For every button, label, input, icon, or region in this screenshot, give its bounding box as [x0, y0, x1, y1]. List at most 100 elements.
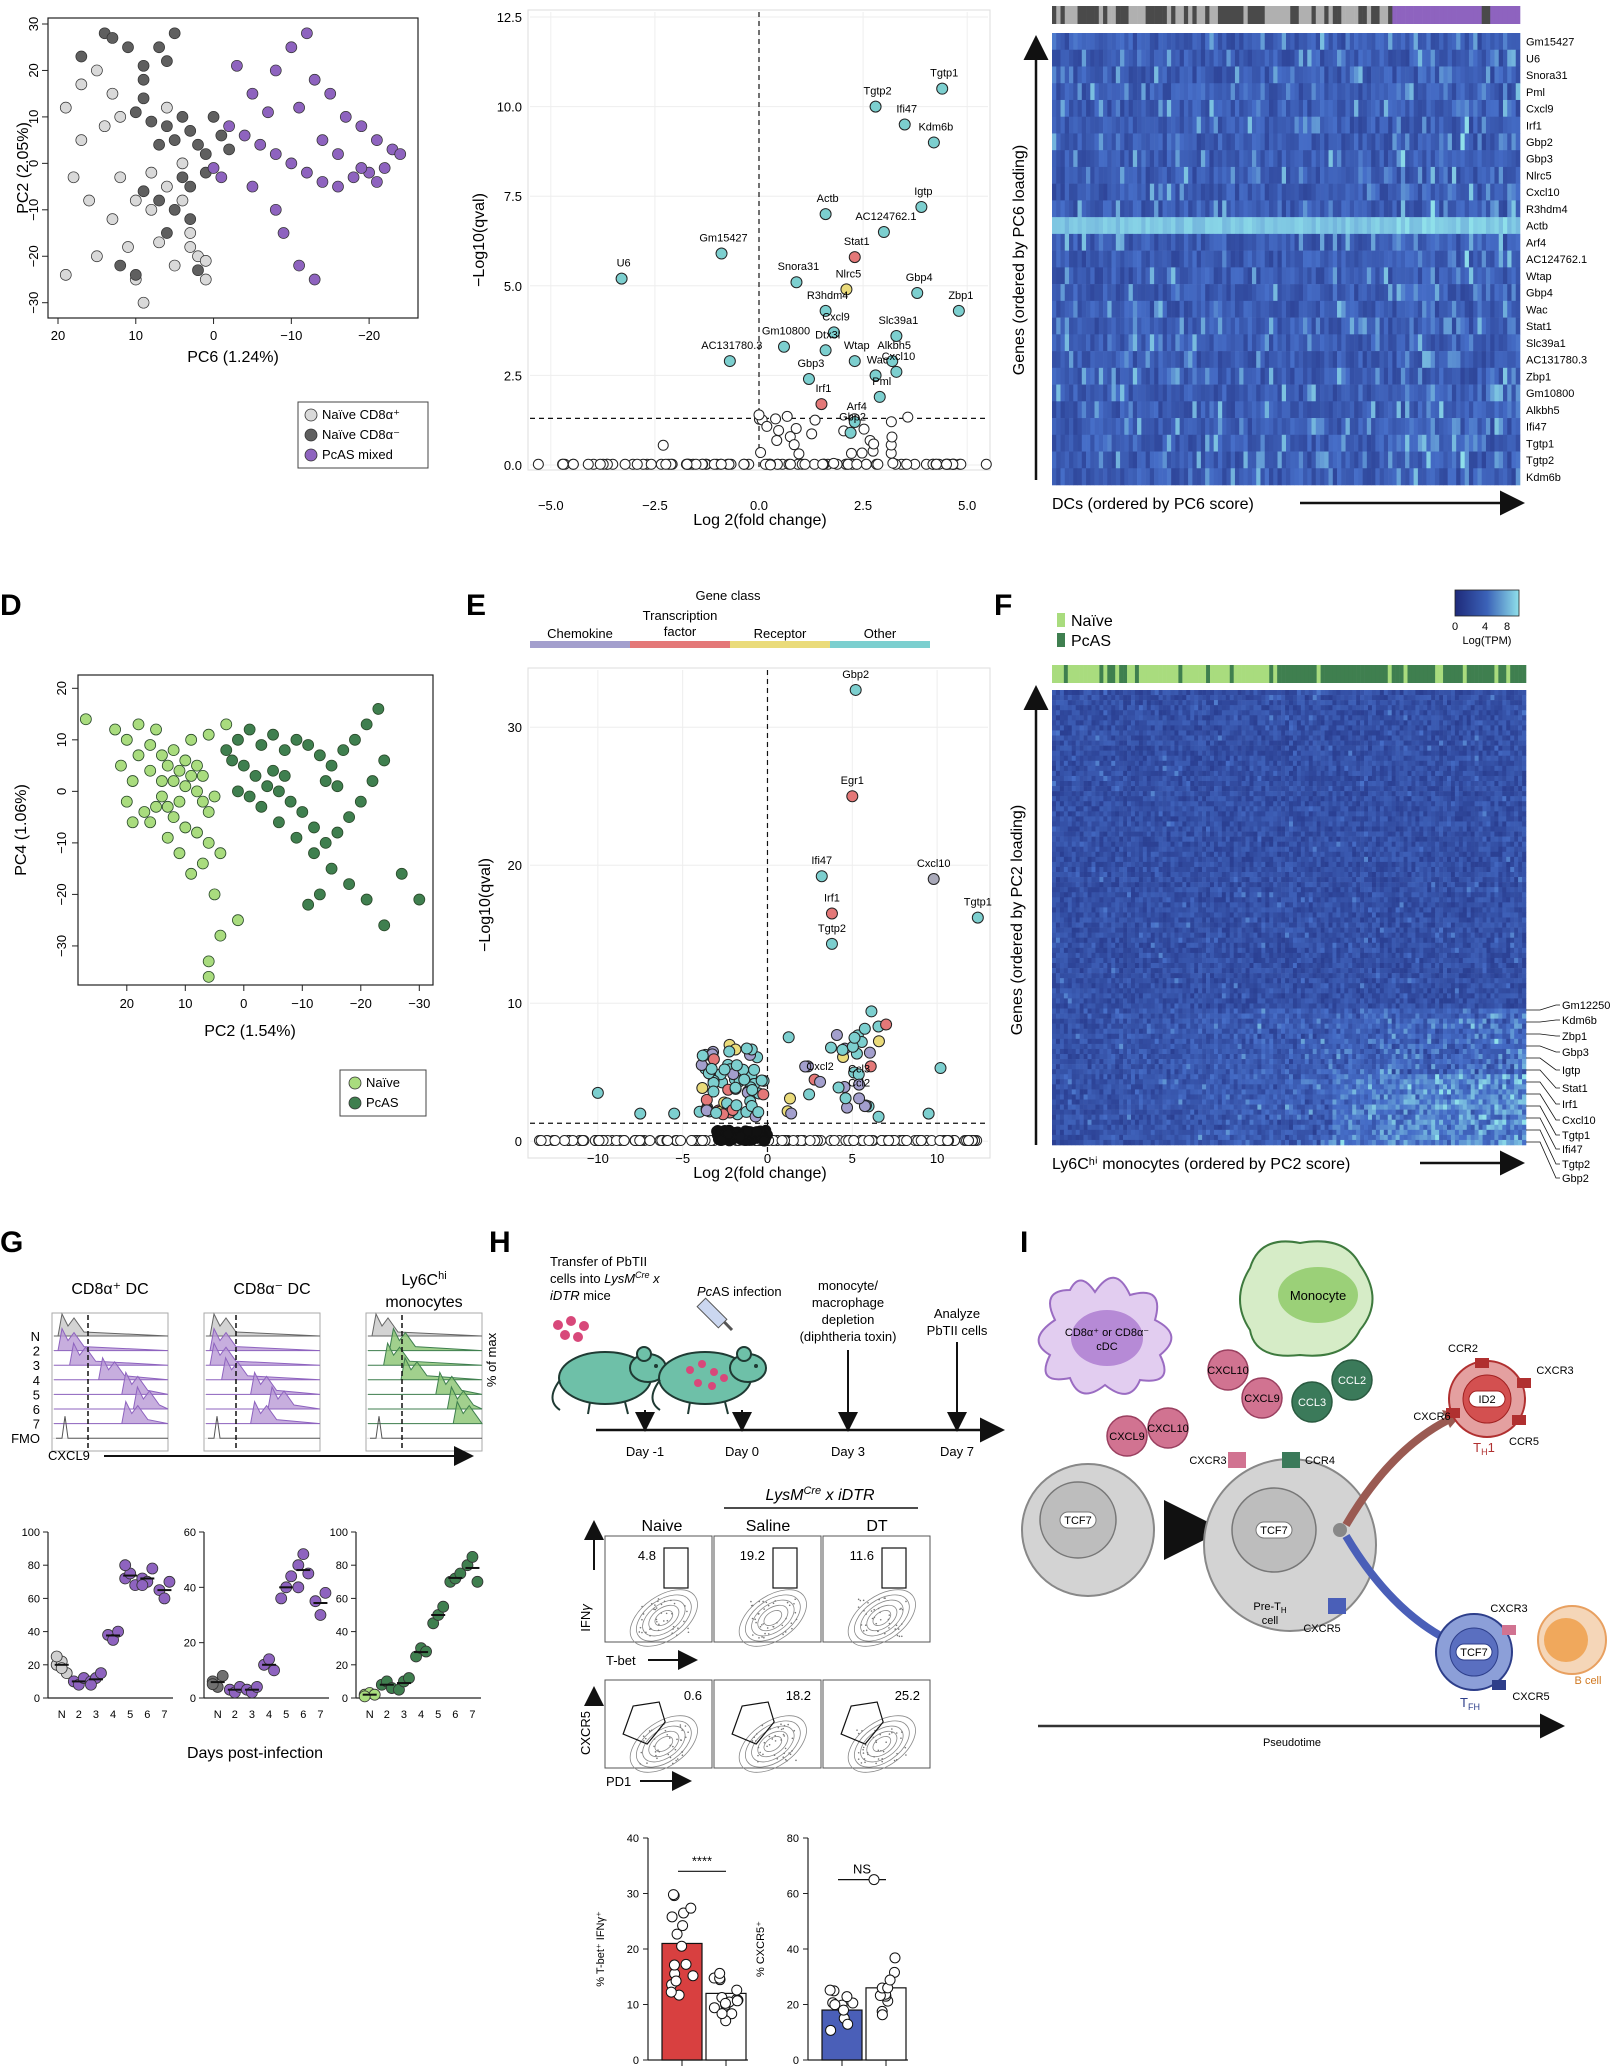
heat-cell	[1405, 351, 1410, 368]
scatter-point	[115, 260, 126, 271]
heat-cell	[1080, 710, 1084, 715]
heat-cell	[1239, 217, 1244, 234]
x-tick-label: 0	[764, 1151, 771, 1166]
heat-cell	[1167, 705, 1171, 710]
annotation-cell	[1356, 665, 1360, 683]
heat-cell	[1490, 184, 1495, 201]
heat-cell	[1465, 318, 1470, 335]
annotation-cell	[1277, 6, 1282, 24]
heat-cell	[1218, 150, 1223, 167]
heat-cell	[1368, 715, 1372, 720]
heat-cell	[1316, 385, 1321, 402]
heat-cell	[1154, 251, 1159, 268]
heat-cell	[1456, 133, 1461, 150]
heat-cell	[1486, 66, 1491, 83]
heat-cell	[1479, 690, 1483, 695]
heat-cell	[1405, 133, 1410, 150]
heat-cell	[1439, 468, 1444, 485]
heat-cell	[1371, 217, 1376, 234]
annotation-cell	[1234, 665, 1238, 683]
heat-cell	[1375, 334, 1380, 351]
heat-cell	[1409, 435, 1414, 452]
heat-cell	[1396, 690, 1400, 695]
heat-cell	[1333, 468, 1338, 485]
heat-cell	[1099, 710, 1103, 715]
heat-cell	[1260, 33, 1265, 50]
heat-cell	[1511, 301, 1516, 318]
scatter-point	[84, 195, 95, 206]
class-point	[837, 1044, 848, 1055]
annotation-cell	[1182, 665, 1186, 683]
heat-cell	[1354, 267, 1359, 284]
panel-e-y-label: −Log10(qval)	[477, 858, 494, 952]
y-tick-label: 30	[26, 17, 41, 31]
heat-cell	[1282, 167, 1287, 184]
heat-cell	[1171, 150, 1176, 167]
annotation-cell	[1487, 665, 1491, 683]
scatter-point	[355, 796, 366, 807]
heat-cell	[1333, 435, 1338, 452]
heat-cell	[1184, 452, 1189, 469]
heat-cell	[1435, 217, 1440, 234]
heat-cell	[1061, 150, 1066, 167]
heat-cell	[1514, 695, 1518, 700]
scatter-point	[185, 228, 196, 239]
heat-cell	[1431, 200, 1436, 217]
heat-cell	[1158, 33, 1163, 50]
heat-cell	[1167, 435, 1172, 452]
heat-cell	[1303, 100, 1308, 117]
heat-cell	[1218, 700, 1222, 705]
heat-cell	[1137, 217, 1142, 234]
heat-cell	[1141, 401, 1146, 418]
heat-cell	[1143, 700, 1147, 705]
heat-cell	[1354, 234, 1359, 251]
heat-cell	[1409, 318, 1414, 335]
heat-cell	[1392, 33, 1397, 50]
heat-cell	[1439, 83, 1444, 100]
heat-cell	[1419, 710, 1423, 715]
heat-cell	[1116, 418, 1121, 435]
heat-cell	[1414, 284, 1419, 301]
heat-cell	[1499, 435, 1504, 452]
heat-cell	[1239, 83, 1244, 100]
heat-cell	[1239, 66, 1244, 83]
heat-cell	[1312, 50, 1317, 67]
heat-cell	[1451, 720, 1455, 725]
heat-cell	[1329, 720, 1333, 725]
heat-cell	[1363, 418, 1368, 435]
heat-cell	[1192, 418, 1197, 435]
heat-cell	[1419, 705, 1423, 710]
heat-cell	[1371, 83, 1376, 100]
panel-b-x-ticks: −5.0 −2.5 0.0 2.5 5.0	[538, 498, 976, 513]
heat-cell	[1307, 468, 1312, 485]
point-label: R3hdm4	[807, 290, 849, 302]
heat-cell	[1248, 83, 1253, 100]
heat-cell	[1137, 50, 1142, 67]
heat-cell	[1479, 710, 1483, 715]
heat-cell	[1111, 700, 1115, 705]
scatter-point	[91, 65, 102, 76]
heat-cell	[1180, 368, 1185, 385]
heat-cell	[1231, 83, 1236, 100]
heat-cell	[1494, 284, 1499, 301]
heat-cell	[1159, 695, 1163, 700]
heat-cell	[1363, 435, 1368, 452]
heat-cell	[1120, 234, 1125, 251]
heat-cell	[1277, 715, 1281, 720]
heat-cell	[1250, 695, 1254, 700]
heat-cell	[1129, 318, 1134, 335]
heat-cell	[1392, 710, 1396, 715]
heat-cell	[1143, 710, 1147, 715]
heat-cell	[1190, 715, 1194, 720]
heat-cell	[1175, 167, 1180, 184]
heat-cell	[1175, 83, 1180, 100]
heat-cell	[1112, 117, 1117, 134]
heat-cell	[1465, 368, 1470, 385]
heat-cell	[1303, 133, 1308, 150]
heat-cell	[1367, 33, 1372, 50]
heat-cell	[1388, 133, 1393, 150]
heat-cell	[1239, 100, 1244, 117]
heat-cell	[1367, 401, 1372, 418]
heat-cell	[1099, 695, 1103, 700]
heat-cell	[1056, 720, 1060, 725]
